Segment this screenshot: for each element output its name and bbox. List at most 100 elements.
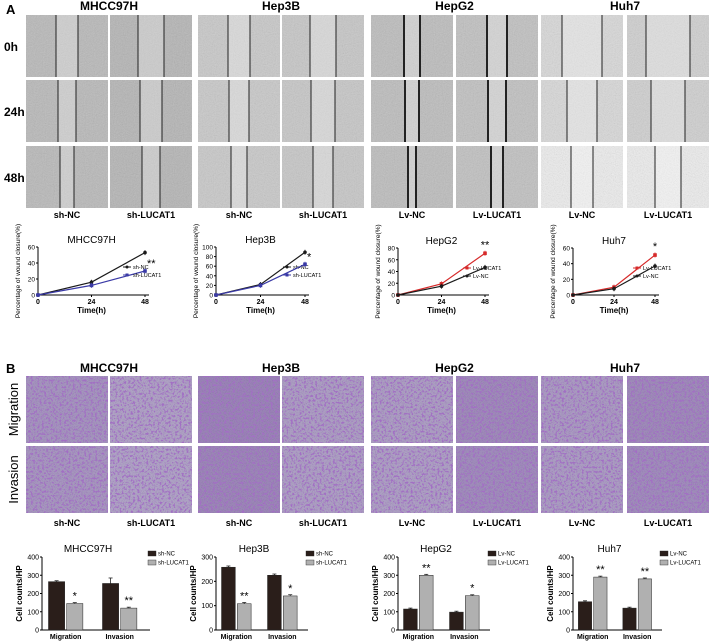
wound-image-texture: [456, 15, 538, 77]
x-tick-label: 48: [481, 299, 489, 306]
panel-label-a: A: [6, 2, 16, 17]
bar: [403, 608, 418, 631]
y-tick-label: 80: [388, 246, 396, 253]
x-tick-label: Invasion: [268, 634, 296, 641]
x-tick-label: 48: [651, 299, 659, 306]
transwell-cells: [282, 446, 364, 513]
wound-image-texture: [198, 15, 280, 77]
transwell-cells: [371, 446, 453, 513]
wound-time-label: 48h: [4, 171, 25, 185]
transwell-group-label: Lv-LUCAT1: [644, 518, 692, 528]
y-axis-label: Percentage of wound closure(%): [375, 224, 382, 318]
transwell-cells: [198, 376, 280, 443]
transwell-cells: [110, 376, 192, 443]
y-tick-label: 60: [28, 245, 36, 252]
wound-image-texture: [371, 15, 453, 77]
x-tick-label: 0: [214, 299, 218, 306]
legend-label: Lv-NC: [643, 274, 659, 280]
wound-gap: [562, 15, 602, 77]
wound-image-texture: [627, 80, 709, 142]
y-tick-label: 100: [202, 245, 213, 252]
data-point: [439, 284, 444, 288]
wound-gap: [646, 15, 690, 77]
legend-marker: [635, 266, 639, 270]
wound-group-label: sh-NC: [226, 210, 253, 220]
y-tick-label: 0: [391, 628, 395, 635]
x-tick-label: Invasion: [105, 634, 133, 641]
x-tick-label: 48: [301, 299, 309, 306]
wound-gap: [231, 146, 247, 208]
legend-swatch: [147, 550, 157, 557]
wound-healing-images: MHCC97H Hep3B HepG2 Huh7 0h 24h 48h sh-NC sh-LUC…: [4, 0, 709, 220]
legend-label: sh-NC: [158, 552, 176, 558]
bar-chart-title: MHCC97H: [64, 544, 112, 555]
transwell-cells: [110, 446, 192, 513]
transwell-cells: [456, 376, 538, 443]
transwell-group-label: Lv-LUCAT1: [473, 518, 521, 528]
transwell-group-label: sh-NC: [226, 518, 253, 528]
data-point: [653, 253, 657, 257]
x-tick-label: Migration: [577, 634, 609, 641]
data-point: [483, 251, 487, 256]
significance-annotation: **: [641, 566, 650, 578]
y-tick-label: 60: [388, 257, 396, 264]
legend-label: sh-LUCAT1: [293, 273, 321, 279]
wound-image-texture: [371, 80, 453, 142]
wound-image-texture: [26, 80, 108, 142]
bar: [637, 578, 652, 631]
series-line: [37, 252, 146, 296]
wound-time-label: 0h: [4, 40, 18, 54]
wound-image-texture: [627, 15, 709, 77]
y-tick-label: 40: [206, 273, 214, 280]
legend-label: Lv-NC: [670, 552, 688, 558]
legend-swatch: [305, 550, 315, 557]
wound-image-texture: [110, 15, 192, 77]
data-point: [612, 286, 616, 291]
wound-image-texture: [541, 80, 623, 142]
y-axis-label: Percentage of wound closure(%): [193, 224, 200, 318]
wound-image-texture: [198, 146, 280, 208]
y-tick-label: 40: [28, 261, 36, 268]
legend-swatch: [659, 559, 669, 566]
wound-gap: [60, 146, 74, 208]
bar: [102, 583, 119, 631]
y-axis-label: Cell counts/HP: [189, 565, 198, 622]
bar: [283, 595, 298, 631]
wound-gap: [138, 15, 164, 77]
wound-gap: [142, 146, 160, 208]
x-tick-label: 24: [88, 299, 96, 306]
line-chart-title: MHCC97H: [67, 235, 115, 246]
x-tick-label: Invasion: [450, 634, 478, 641]
bar: [120, 607, 138, 631]
y-tick-label: 0: [35, 628, 39, 635]
bar: [593, 576, 608, 631]
bar-chart-title: Huh7: [598, 544, 622, 555]
legend-marker: [465, 274, 469, 278]
y-tick-label: 20: [28, 277, 36, 284]
wound-cell-line-title: Huh7: [610, 0, 640, 13]
legend-swatch: [147, 559, 157, 566]
wound-image-texture: [282, 80, 364, 142]
data-point: [89, 280, 94, 285]
y-tick-label: 0: [209, 628, 213, 635]
x-tick-label: 24: [438, 299, 446, 306]
transwell-row-label: Invasion: [6, 455, 21, 503]
transwell-cells: [541, 446, 623, 513]
x-axis-label: Time(h): [600, 306, 629, 315]
transwell-cell-line-title: MHCC97H: [80, 361, 138, 375]
series-line: [215, 251, 306, 296]
x-tick-label: 24: [610, 299, 618, 306]
bar-chart-title: Hep3B: [239, 544, 270, 555]
wound-gap: [311, 80, 335, 142]
wound-time-label: 24h: [4, 105, 25, 119]
transwell-cell-line-title: Hep3B: [262, 361, 300, 375]
wound-image-texture: [110, 146, 192, 208]
significance-annotation: *: [288, 583, 293, 595]
x-axis-label: Time(h): [77, 306, 106, 315]
legend-label: sh-NC: [293, 265, 309, 271]
wound-gap: [408, 146, 416, 208]
legend-label: Lv-NC: [473, 274, 489, 280]
data-point: [214, 293, 218, 297]
transwell-cells: [198, 446, 280, 513]
legend-marker: [465, 266, 469, 270]
